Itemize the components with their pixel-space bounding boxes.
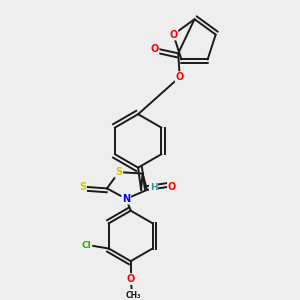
Text: O: O xyxy=(176,72,184,82)
Text: O: O xyxy=(127,274,135,284)
Text: N: N xyxy=(122,194,130,204)
Text: O: O xyxy=(168,182,176,192)
Text: S: S xyxy=(115,167,122,177)
Text: O: O xyxy=(169,30,178,40)
Text: S: S xyxy=(79,182,86,192)
Text: CH₃: CH₃ xyxy=(126,291,141,300)
Text: H: H xyxy=(150,183,158,192)
Text: Cl: Cl xyxy=(82,241,92,250)
Text: O: O xyxy=(150,44,159,54)
